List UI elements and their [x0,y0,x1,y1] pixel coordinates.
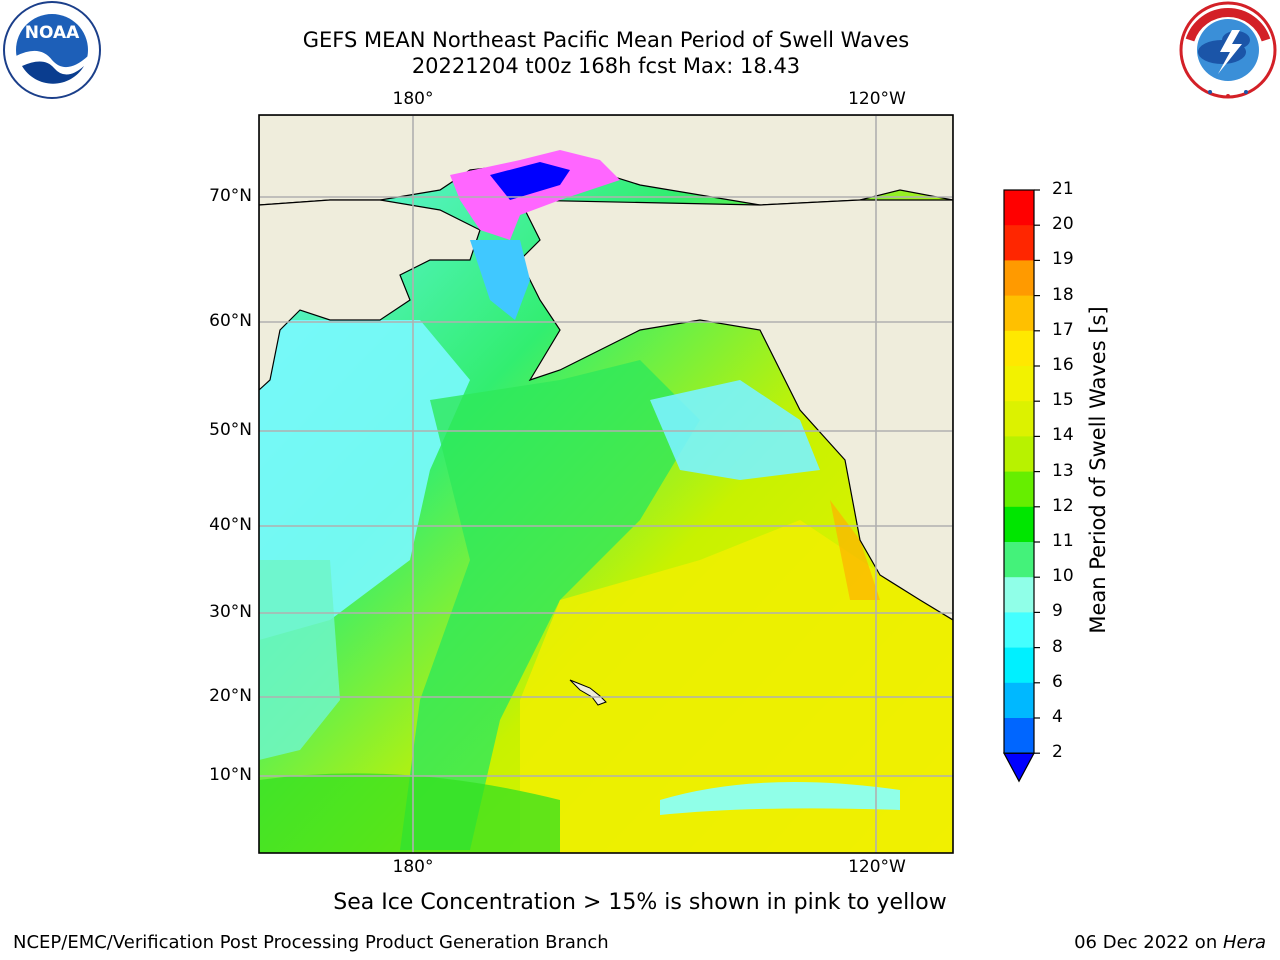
swell-region-mid-west [259,560,340,760]
colorbar-block [1004,436,1034,473]
colorbar-block [1004,225,1034,261]
sea-ice-core [490,162,570,200]
colorbar-block [1004,471,1034,508]
swell-region-green [400,360,700,850]
colorbar-block [1004,718,1034,754]
lon-label-bottom-120w: 120°W [848,857,906,877]
chart-title: GEFS MEAN Northeast Pacific Mean Period … [302,28,910,52]
graticule [259,115,953,853]
lon-label-bottom-180: 180° [392,857,434,877]
colorbar-block [1004,401,1034,437]
colorbar-tick-label: 9 [1052,601,1063,622]
colorbar-tick-label: 11 [1052,531,1074,551]
colorbar-tick-label: 12 [1052,495,1074,516]
swell-region-tropical [259,773,560,853]
colorbar-block [1004,577,1034,613]
lon-label-top-180: 180° [392,89,434,109]
colorbar-block [1004,295,1034,332]
swell-region-orange [830,500,880,600]
map-border [258,114,954,854]
lat-label-60n: 60°N [209,311,252,331]
colorbar-tick-label: 17 [1052,319,1074,340]
sea-ice-note: Sea Ice Concentration > 15% is shown in … [333,890,947,915]
colorbar-block [1004,190,1034,226]
colorbar-block [1004,260,1034,297]
footer-host: Hera [1222,932,1266,953]
colorbar-tick-label: 15 [1052,390,1074,411]
colorbar-tick-label: 13 [1052,460,1074,481]
colorbar-tick-label: 2 [1052,742,1063,763]
sea-ice-region [450,150,620,240]
lat-label-30n: 30°N [209,602,252,622]
colorbar-tick-label: 21 [1052,179,1074,199]
nws-logo [1179,1,1277,99]
colorbar-block [1004,682,1034,719]
swell-region-equatorial [660,782,900,815]
footer-date: 06 Dec 2022 on Hera [1074,932,1266,953]
footer-date-text: 06 Dec 2022 on [1074,932,1223,953]
lat-label-70n: 70°N [209,186,252,206]
colorbar-extension [1002,752,1036,783]
lat-label-20n: 20°N [209,686,252,706]
colorbar-tick-label: 18 [1052,284,1074,305]
lat-label-10n: 10°N [209,765,252,785]
colorbar-block [1004,330,1034,367]
colorbar-tick-label: 8 [1052,636,1063,657]
lat-label-50n: 50°N [209,420,252,440]
colorbar-block [1004,542,1034,578]
colorbar-title: Mean Period of Swell Waves [s] [1086,306,1110,634]
lon-label-top-120w: 120°W [848,89,906,109]
bering-strait-water [470,240,530,320]
colorbar-tick-label: 14 [1052,425,1074,446]
noaa-logo-text: NOAA [25,23,80,43]
lat-label-40n: 40°N [209,515,252,535]
swell-region-yellow [520,520,953,853]
noaa-logo: NOAA [3,1,101,99]
siberia-land [259,199,481,391]
colorbar-tick-label: 19 [1052,249,1074,270]
north-america-land [519,199,953,621]
colorbar [1002,189,1040,783]
colorbar-block [1004,506,1034,543]
colorbar-tick-label: 16 [1052,355,1074,375]
colorbar-tick-label: 4 [1052,707,1063,727]
colorbar-tick-label: 6 [1052,671,1063,692]
hawaii-land [569,679,607,706]
colorbar-block [1004,612,1034,649]
colorbar-tick-label: 20 [1052,214,1074,235]
swell-region-gulf [650,380,820,480]
colorbar-block [1004,366,1034,402]
chart-subtitle: 20221204 t00z 168h fcst Max: 18.43 [411,54,801,78]
footer-credit: NCEP/EMC/Verification Post Processing Pr… [13,932,609,953]
colorbar-tick-label: 10 [1052,566,1074,587]
colorbar-block [1004,647,1034,684]
